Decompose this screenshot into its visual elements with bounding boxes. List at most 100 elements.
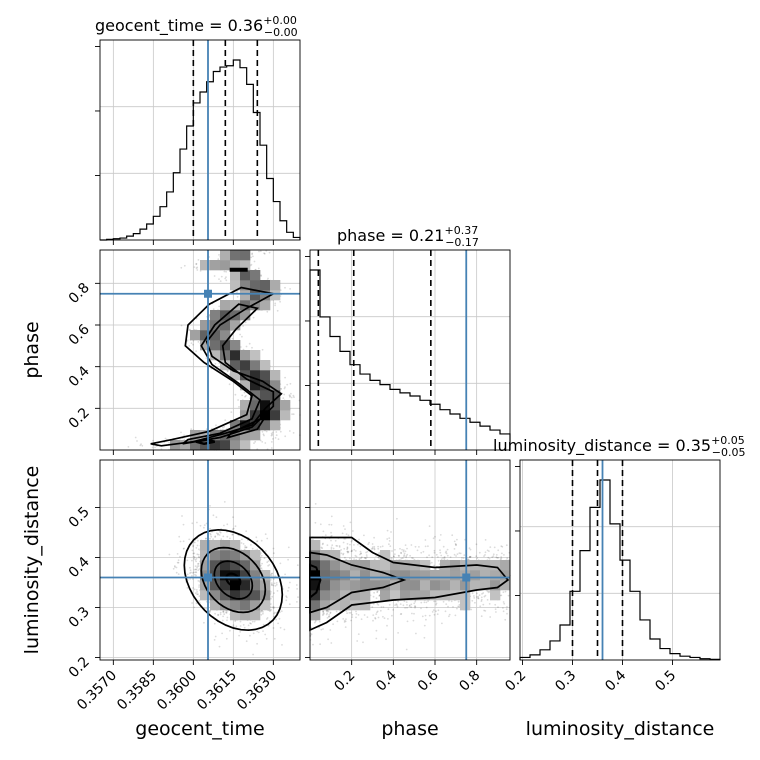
joint-phase-vs-geocent-time-cell: [230, 340, 241, 351]
joint-luminosity-distance-vs-phase-point: [366, 550, 369, 553]
joint-luminosity-distance-vs-geocent-time-cell: [210, 550, 221, 561]
joint-luminosity-distance-vs-phase-point: [327, 615, 330, 618]
joint-phase-vs-geocent-time-point: [261, 348, 264, 351]
joint-luminosity-distance-vs-phase-point: [327, 610, 330, 613]
joint-luminosity-distance-vs-geocent-time-point: [260, 564, 262, 567]
joint-luminosity-distance-vs-geocent-time-point: [253, 620, 256, 623]
joint-phase-vs-geocent-time-cell: [240, 420, 251, 431]
joint-luminosity-distance-vs-phase-point: [471, 599, 474, 602]
joint-luminosity-distance-vs-phase-point: [473, 597, 476, 599]
joint-luminosity-distance-vs-geocent-time-point: [241, 538, 243, 541]
joint-luminosity-distance-vs-geocent-time-yticklabel-3: 0.5: [66, 504, 93, 531]
joint-luminosity-distance-vs-geocent-time-point: [244, 546, 247, 549]
joint-luminosity-distance-vs-geocent-time-point: [194, 558, 197, 561]
joint-phase-vs-geocent-time-cell: [250, 290, 261, 301]
joint-luminosity-distance-vs-geocent-time-point: [197, 593, 199, 596]
joint-luminosity-distance-vs-geocent-time-point: [217, 614, 220, 616]
joint-luminosity-distance-vs-phase-point: [388, 537, 391, 539]
joint-luminosity-distance-vs-geocent-time-point: [197, 565, 200, 567]
joint-phase-vs-geocent-time-point: [263, 434, 265, 437]
joint-luminosity-distance-vs-geocent-time-point: [287, 546, 290, 549]
joint-luminosity-distance-vs-geocent-time-xticklabel-1: 0.3585: [114, 668, 160, 714]
joint-luminosity-distance-vs-geocent-time-point: [192, 552, 195, 555]
joint-phase-vs-geocent-time-point: [243, 391, 246, 394]
joint-luminosity-distance-vs-phase-point: [376, 590, 379, 593]
joint-luminosity-distance-vs-geocent-time-point: [197, 563, 199, 565]
joint-phase-vs-geocent-time-cell: [240, 440, 251, 451]
joint-luminosity-distance-vs-phase-point: [456, 553, 459, 555]
joint-luminosity-distance-vs-phase-point: [440, 554, 443, 557]
joint-luminosity-distance-vs-phase-point: [343, 621, 346, 623]
joint-phase-vs-geocent-time-cell: [220, 250, 231, 261]
joint-phase-vs-geocent-time-cell: [210, 340, 221, 351]
joint-luminosity-distance-vs-phase-point: [391, 550, 393, 552]
joint-phase-vs-geocent-time-point: [231, 337, 234, 340]
joint-luminosity-distance-vs-phase-point: [342, 541, 345, 544]
joint-luminosity-distance-vs-geocent-time-cell: [210, 590, 221, 601]
joint-phase-vs-geocent-time-point: [188, 345, 191, 347]
joint-luminosity-distance-vs-geocent-time-point: [176, 561, 179, 564]
joint-luminosity-distance-vs-geocent-time-point: [223, 524, 225, 527]
joint-phase-vs-geocent-time-point: [195, 262, 198, 265]
joint-luminosity-distance-vs-geocent-time-point: [214, 536, 217, 538]
joint-luminosity-distance-vs-geocent-time-cell: [220, 580, 231, 591]
joint-luminosity-distance-vs-phase-point: [376, 591, 379, 594]
joint-phase-vs-geocent-time-cell: [230, 350, 241, 361]
joint-luminosity-distance-vs-geocent-time-point: [281, 644, 283, 646]
joint-phase-vs-geocent-time-cell: [230, 370, 241, 381]
joint-luminosity-distance-vs-geocent-time-point: [191, 522, 194, 525]
joint-luminosity-distance-vs-phase-point: [400, 557, 403, 560]
joint-phase-vs-geocent-time-point: [268, 251, 271, 254]
joint-luminosity-distance-vs-geocent-time-point: [195, 568, 197, 571]
joint-luminosity-distance-vs-geocent-time-point: [265, 637, 268, 640]
joint-phase-vs-geocent-time-cell: [230, 360, 241, 371]
joint-luminosity-distance-vs-geocent-time-point: [288, 603, 291, 606]
joint-luminosity-distance-vs-geocent-time-point: [267, 624, 270, 627]
joint-phase-vs-geocent-time-point: [258, 250, 260, 253]
joint-luminosity-distance-vs-geocent-time-point: [203, 524, 206, 526]
joint-luminosity-distance-vs-phase-point: [322, 628, 324, 630]
joint-phase-vs-geocent-time-point: [253, 260, 256, 263]
joint-luminosity-distance-vs-geocent-time-cell: [260, 570, 271, 581]
joint-phase-vs-geocent-time-contour-island: [229, 267, 248, 272]
joint-luminosity-distance-vs-phase-point: [445, 603, 448, 605]
joint-phase-vs-geocent-time-point: [222, 428, 225, 431]
joint-luminosity-distance-vs-phase-point: [332, 623, 334, 626]
joint-luminosity-distance-vs-geocent-time-point: [272, 627, 275, 629]
joint-luminosity-distance-vs-geocent-time-point: [195, 574, 198, 577]
joint-luminosity-distance-vs-phase-point: [414, 545, 417, 548]
joint-luminosity-distance-vs-phase-point: [360, 552, 362, 555]
joint-luminosity-distance-vs-phase-point: [358, 538, 360, 541]
joint-luminosity-distance-vs-geocent-time-point: [234, 620, 237, 623]
joint-luminosity-distance-vs-geocent-time-point: [231, 533, 234, 536]
joint-luminosity-distance-vs-geocent-time-point: [239, 631, 242, 633]
joint-phase-vs-geocent-time-cell: [170, 440, 181, 451]
joint-phase-vs-geocent-time-cell: [200, 320, 211, 331]
joint-luminosity-distance-vs-geocent-time-cell: [220, 540, 231, 551]
joint-luminosity-distance-vs-geocent-time-point: [193, 557, 196, 560]
joint-luminosity-distance-vs-geocent-time-cell: [220, 600, 231, 611]
joint-luminosity-distance-vs-geocent-time-point: [297, 596, 299, 598]
joint-luminosity-distance-vs-geocent-time-point: [251, 620, 254, 623]
joint-phase-vs-geocent-time-yticklabel-1: 0.4: [66, 363, 93, 390]
joint-phase-vs-geocent-time-point: [139, 444, 142, 447]
joint-luminosity-distance-vs-phase-point: [343, 619, 346, 622]
joint-luminosity-distance-vs-geocent-time-point: [265, 618, 268, 620]
joint-luminosity-distance-vs-phase-point: [456, 607, 458, 610]
joint-luminosity-distance-vs-phase-point: [432, 537, 435, 540]
joint-phase-vs-geocent-time-point: [270, 447, 273, 449]
joint-luminosity-distance-vs-geocent-time-point: [280, 610, 283, 613]
joint-phase-vs-geocent-time-point: [190, 342, 193, 344]
joint-luminosity-distance-vs-geocent-time-point: [168, 553, 171, 556]
joint-phase-vs-geocent-time-point: [152, 439, 154, 442]
joint-luminosity-distance-vs-geocent-time-point: [210, 535, 213, 538]
joint-luminosity-distance-vs-phase-point: [436, 613, 439, 616]
joint-luminosity-distance-vs-geocent-time-point: [209, 533, 212, 536]
joint-luminosity-distance-vs-phase-point: [373, 591, 375, 594]
joint-phase-vs-geocent-time-point: [289, 395, 291, 397]
joint-phase-vs-geocent-time-cell: [260, 420, 271, 431]
joint-luminosity-distance-vs-phase-point: [468, 556, 471, 559]
joint-luminosity-distance-vs-geocent-time-point: [244, 545, 247, 547]
joint-luminosity-distance-vs-geocent-time-point: [195, 547, 198, 549]
joint-luminosity-distance-vs-geocent-time-yticklabel-2: 0.4: [66, 554, 93, 581]
